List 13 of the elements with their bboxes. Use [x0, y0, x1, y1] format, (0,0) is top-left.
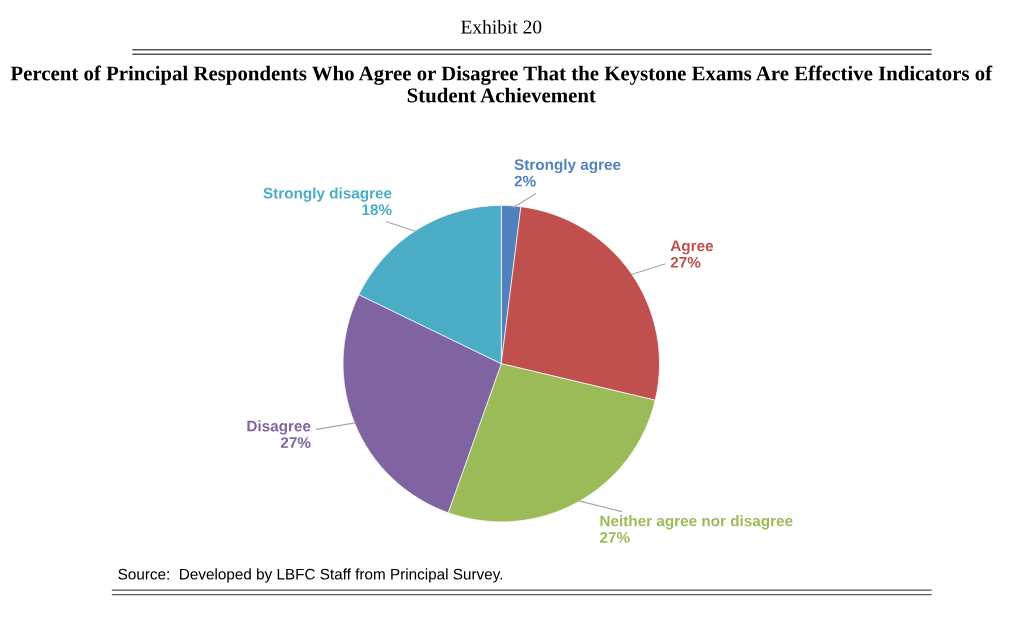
data-label: 18% [362, 204, 392, 216]
slice-label: Strongly disagree [263, 187, 392, 202]
chart-title: Exhibit 20 [461, 19, 542, 34]
data-label: 27% [670, 256, 701, 268]
slice-label: Neither agree nor disagree [600, 515, 793, 530]
slice-label: Strongly agree [514, 158, 621, 174]
chart-subtitle: Percent of Principal Respondents Who Agree or Disagree That the Keystone Exams Are Effective Indicators of Student Achievement [10, 65, 993, 103]
source-note: Source: Developed by LBFC Staff from Principal Survey. [118, 568, 503, 583]
data-label: 27% [599, 532, 630, 543]
slice-label: Agree [670, 240, 714, 255]
slice-label: Disagree [247, 420, 311, 435]
data-label: 27% [280, 437, 311, 448]
data-label: 2% [514, 175, 536, 187]
